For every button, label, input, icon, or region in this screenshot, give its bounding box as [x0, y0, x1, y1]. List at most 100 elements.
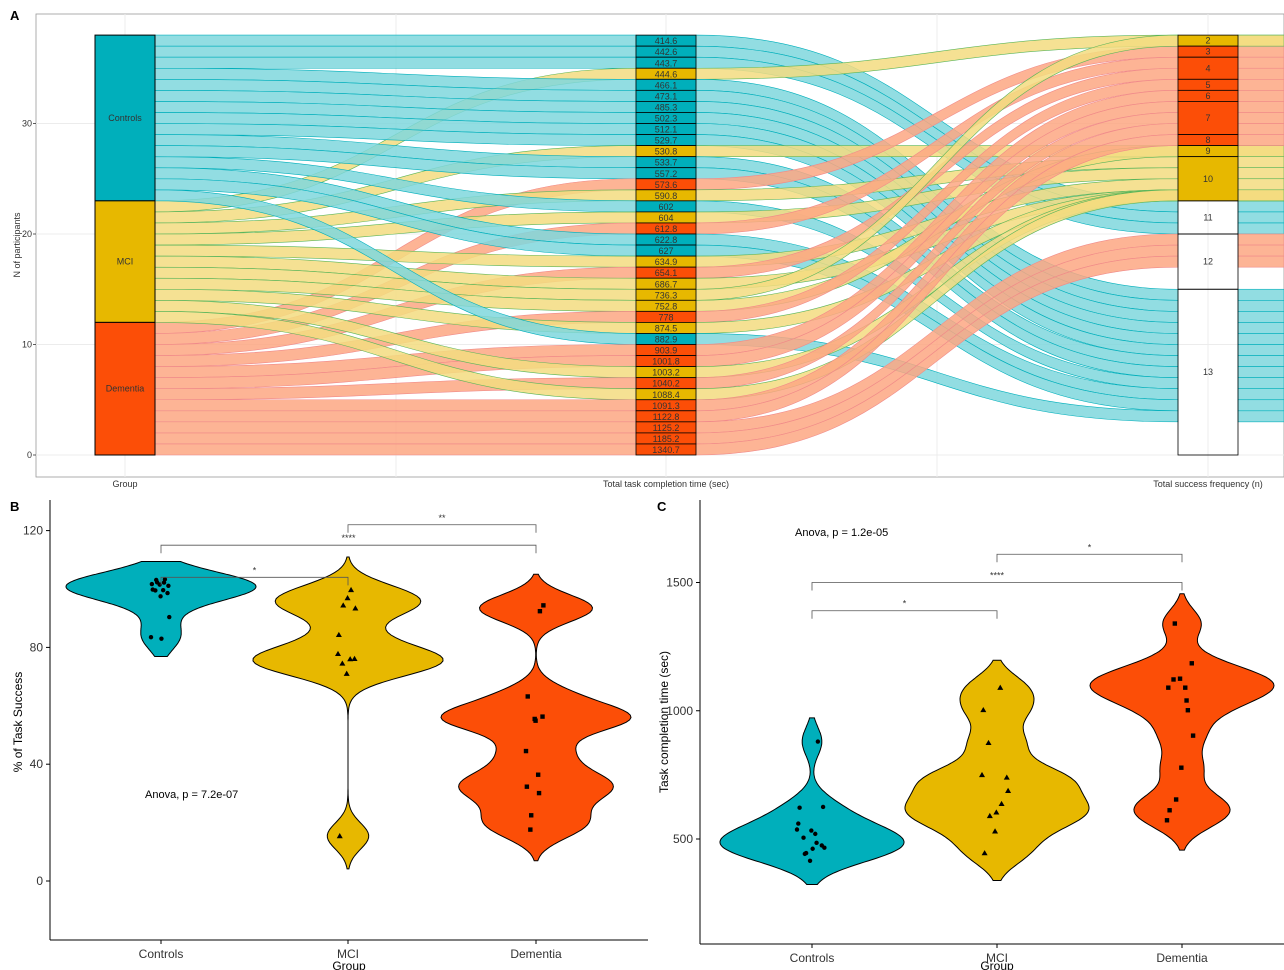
y-tick-label: 10	[22, 340, 32, 350]
frequency-block-10	[1177, 156, 1239, 202]
comparison-label: ****	[990, 571, 1005, 581]
y-tick-label: 30	[22, 119, 32, 129]
data-point	[154, 580, 160, 585]
flow-tail	[1237, 178, 1284, 191]
data-point	[997, 684, 1004, 690]
time-block-label: 1122.8	[653, 412, 680, 422]
panel-c-points	[794, 621, 1196, 864]
violin-controls	[65, 561, 257, 657]
data-point	[807, 858, 813, 864]
comparison-label: *	[1088, 542, 1092, 552]
data-point	[348, 586, 355, 593]
time-block-label: 485.3	[655, 102, 678, 112]
time-block-label: 612.8	[655, 224, 678, 234]
flow-tail	[1237, 388, 1284, 401]
panel-b-x-ticks: Controls MCI Dementia	[139, 940, 562, 961]
x-tick-label: MCI	[986, 951, 1008, 965]
panel-a-alluvial: 0 10 20 30 N of participants Controls MCI Dem…	[12, 13, 1284, 489]
violin-dementia	[1089, 593, 1275, 851]
y-tick-label: 0	[27, 450, 32, 460]
x-tick-label: MCI	[337, 947, 359, 961]
data-point	[340, 602, 347, 608]
data-point	[335, 650, 341, 657]
group-block-label: Controls	[108, 113, 142, 123]
panel-c-xlabel: Group	[980, 959, 1014, 970]
data-point	[523, 748, 529, 754]
success-frequency-stratum: 23 4 56 7 89 10 11 12 13	[1177, 34, 1239, 456]
comparison-bracket	[996, 553, 1183, 563]
data-point	[1184, 698, 1189, 703]
data-point	[1173, 797, 1179, 802]
frequency-block-label: 2	[1205, 36, 1210, 46]
flow-tail	[1237, 134, 1284, 146]
data-point	[1164, 818, 1170, 823]
time-block-label: 512.1	[655, 125, 678, 135]
data-point	[335, 631, 342, 638]
flow-tail	[1237, 222, 1284, 235]
frequency-block-label: 3	[1205, 47, 1210, 57]
data-point	[150, 587, 155, 592]
time-block-label: 573.6	[655, 180, 678, 190]
data-point	[535, 772, 541, 777]
time-block-label: 443.7	[655, 58, 678, 68]
time-block-label: 502.3	[655, 114, 678, 124]
data-point	[162, 577, 168, 582]
data-point	[1167, 808, 1172, 813]
data-point	[525, 694, 530, 699]
flow-tail	[1237, 355, 1284, 367]
flow-group-to-time	[154, 443, 637, 456]
data-point	[1171, 677, 1176, 682]
panel-label-b: B	[10, 499, 19, 514]
frequency-block-label: 4	[1205, 63, 1210, 73]
panel-c-anova: Anova, p = 1.2e-05	[795, 527, 888, 539]
time-block-label: 752.8	[655, 301, 678, 311]
data-point	[528, 827, 533, 832]
data-point	[796, 821, 801, 826]
time-block-label: 1125.2	[653, 423, 680, 433]
time-block-label: 1003.2	[652, 368, 680, 378]
comparison-bracket	[347, 524, 537, 533]
panel-b-ylabel: % of Task Success	[11, 672, 25, 773]
flow-tail	[1237, 200, 1284, 213]
axis-label-success-frequency: Total success frequency (n)	[1153, 479, 1263, 489]
y-tick-label: 0	[36, 874, 43, 888]
panel-a-y-ticks: 0 10 20 30	[22, 119, 36, 460]
time-block-label: 622.8	[655, 235, 678, 245]
time-block-label: 1040.2	[652, 379, 680, 389]
time-block-label: 444.6	[655, 69, 678, 79]
axis-label-group: Group	[112, 479, 137, 489]
time-block-label: 604	[658, 213, 673, 223]
flow-group-to-time	[154, 56, 637, 69]
comparison-label: *	[253, 565, 257, 575]
time-block-label: 529.7	[655, 136, 678, 146]
panel-b-points	[148, 577, 546, 839]
data-point	[524, 784, 530, 789]
time-block-label: 686.7	[655, 279, 678, 289]
panel-a-flows	[154, 34, 1284, 456]
data-point	[344, 595, 351, 601]
flow-tail	[1237, 410, 1284, 423]
comparison-label: **	[438, 513, 446, 523]
flow-tail	[1237, 45, 1284, 58]
data-point	[529, 813, 534, 818]
data-point	[541, 603, 546, 608]
flow-tail	[1237, 101, 1284, 113]
frequency-block-13	[1177, 288, 1239, 456]
panel-c-x-ticks: Controls MCI Dementia	[790, 944, 1208, 965]
time-block-label: 1091.3	[652, 401, 680, 411]
flow-tail	[1237, 366, 1284, 378]
time-block-label: 557.2	[655, 169, 678, 179]
y-tick-label: 40	[30, 757, 44, 771]
group-stratum: Controls MCI Dementia	[94, 34, 156, 456]
flow-tail	[1237, 156, 1284, 168]
y-tick-label: 80	[30, 640, 44, 654]
data-point	[1190, 733, 1196, 738]
panel-c-y-ticks: 500 1000 1500	[666, 576, 700, 846]
time-block-label: 903.9	[655, 346, 678, 356]
data-point	[1179, 765, 1184, 770]
data-point	[986, 812, 993, 819]
x-tick-label: Dementia	[510, 947, 562, 961]
frequency-block-label: 6	[1205, 91, 1210, 101]
